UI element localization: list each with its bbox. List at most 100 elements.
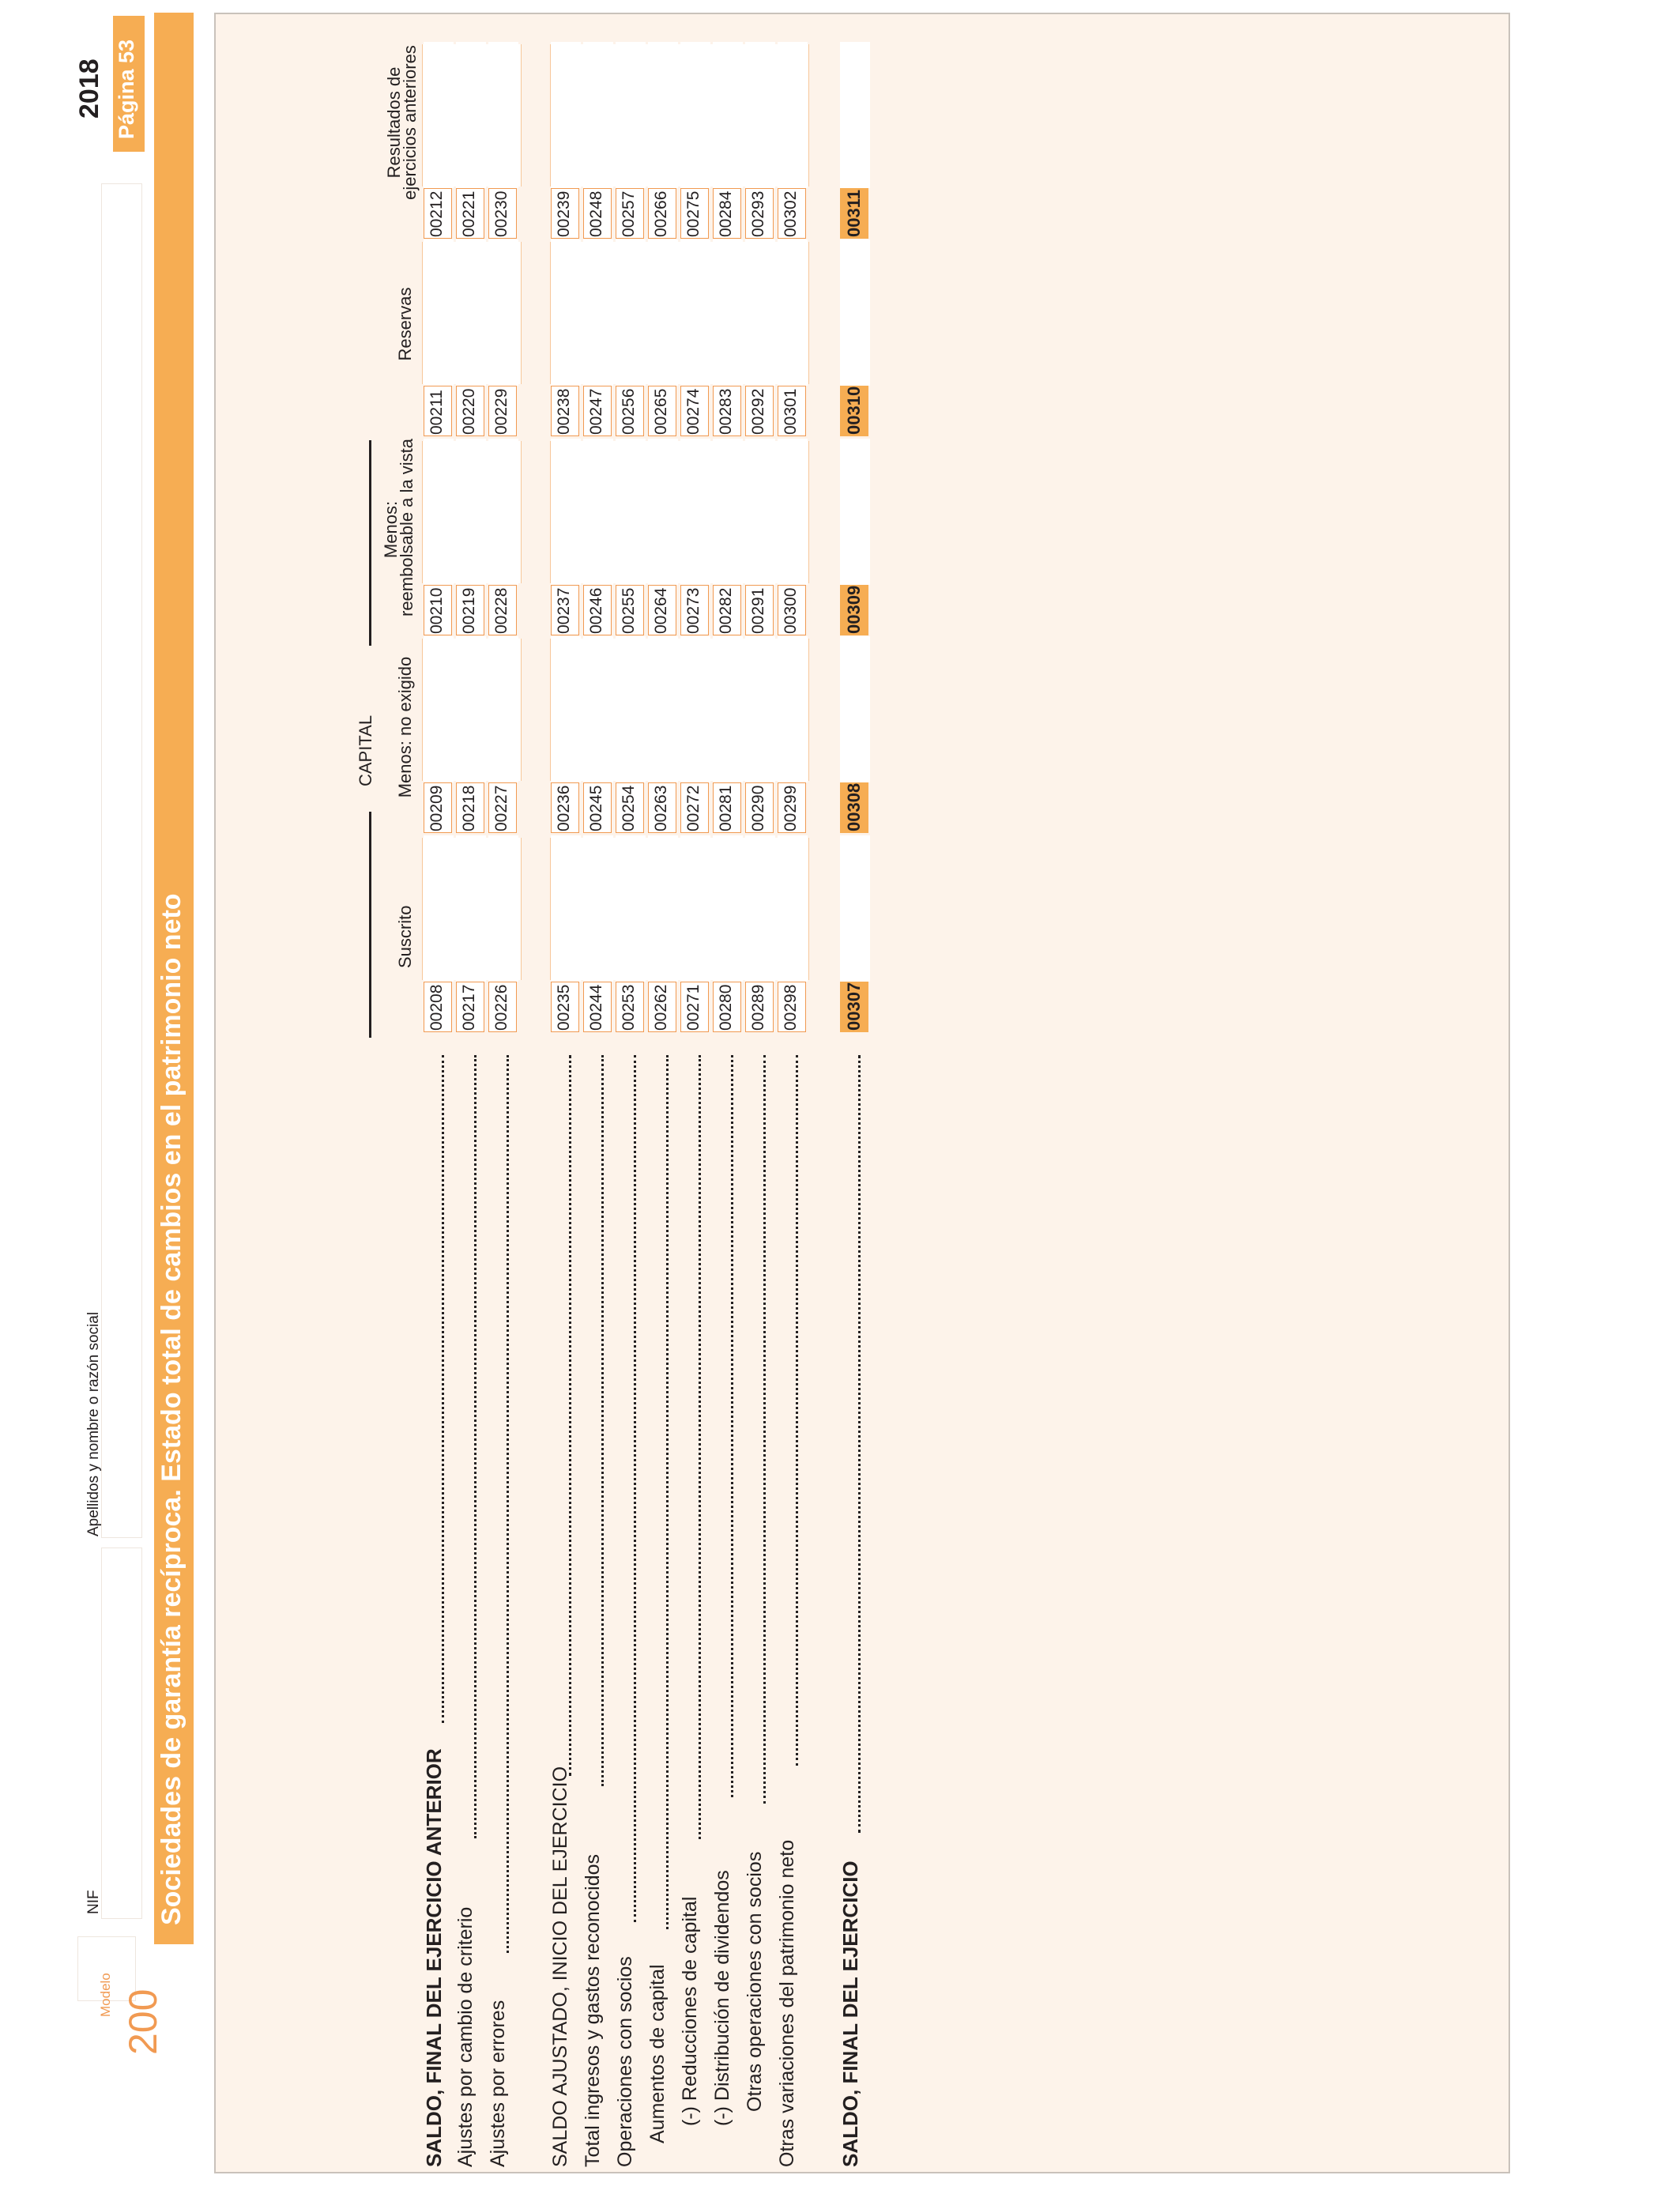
value-input[interactable] [648,42,678,188]
value-input[interactable] [616,42,646,188]
box-code [778,188,806,239]
value-input[interactable] [616,239,646,386]
year-label: 2018 [74,58,104,119]
value-input[interactable] [778,42,808,188]
box-code-label: 00272 [684,785,703,831]
value-input[interactable] [713,636,743,782]
value-input[interactable] [551,636,581,782]
dot-leader [763,1055,766,1804]
value-input[interactable] [713,42,743,188]
value-input[interactable] [456,42,486,188]
box-code-label: 00262 [652,984,670,1031]
row-label: (-) Reducciones de capital [679,1896,701,2126]
box-code [583,585,612,635]
value-input[interactable] [840,636,870,782]
value-input[interactable] [778,439,808,585]
header-capital: CAPITAL [356,714,375,786]
value-input[interactable] [840,239,870,386]
nif-input[interactable] [101,1547,142,1919]
box-code [424,982,452,1032]
value-input[interactable] [456,239,486,386]
value-input[interactable] [456,835,486,982]
box-code [424,782,452,833]
page-title: Sociedades de garantía recíproca. Estado… [156,893,186,1925]
dot-leader [601,1055,604,1786]
row-label: Total ingresos y gastos reconocidos [582,1853,604,2167]
value-input[interactable] [488,239,518,386]
box-code [713,585,741,635]
box-code [713,386,741,436]
value-input[interactable] [456,636,486,782]
value-input[interactable] [583,835,613,982]
header-suscrito: Suscrito [395,905,415,968]
value-input[interactable] [680,239,710,386]
value-input[interactable] [424,42,454,188]
value-input[interactable] [648,439,678,585]
value-input[interactable] [840,835,870,982]
box-code [456,386,484,436]
value-input[interactable] [713,835,743,982]
value-input[interactable] [680,439,710,585]
value-input[interactable] [680,42,710,188]
box-code [778,585,806,635]
value-input[interactable] [488,42,518,188]
value-input[interactable] [648,239,678,386]
value-input[interactable] [424,835,454,982]
row-label: Operaciones con socios [614,1956,636,2167]
value-input[interactable] [680,835,710,982]
value-input[interactable] [745,239,775,386]
value-input[interactable] [680,636,710,782]
value-input[interactable] [840,439,870,585]
box-code-label: 00308 [844,782,864,831]
value-input[interactable] [488,439,518,585]
value-input[interactable] [551,439,581,585]
value-input[interactable] [583,239,613,386]
value-input[interactable] [424,439,454,585]
value-input[interactable] [648,835,678,982]
value-input[interactable] [583,439,613,585]
value-input[interactable] [745,835,775,982]
value-input[interactable] [551,239,581,386]
row-label: Ajustes por cambio de criterio [454,1906,477,2167]
box-code-label: 00257 [620,190,638,237]
value-input[interactable] [745,439,775,585]
box-code-label: 00219 [460,587,478,634]
value-input[interactable] [551,42,581,188]
box-code-label: 00256 [620,388,638,435]
header-no-exigido: Menos: no exigido [395,656,415,798]
value-input[interactable] [778,636,808,782]
value-input[interactable] [713,439,743,585]
box-code [680,982,709,1032]
nif-label: NIF [85,1890,102,1914]
box-code [456,188,484,239]
box-code-label: 00230 [492,190,510,237]
value-input[interactable] [616,439,646,585]
dot-leader [858,1055,861,1833]
value-input[interactable] [840,42,870,188]
value-input[interactable] [583,636,613,782]
value-input[interactable] [745,42,775,188]
box-code-label: 00309 [844,585,864,634]
box-code-label: 00293 [749,190,767,237]
value-input[interactable] [424,636,454,782]
value-input[interactable] [778,835,808,982]
dot-leader [666,1055,669,1930]
value-input[interactable] [456,439,486,585]
value-input[interactable] [713,239,743,386]
value-input[interactable] [488,636,518,782]
box-code-label: 00209 [428,785,446,831]
value-input[interactable] [616,835,646,982]
row-label: Aumentos de capital [646,1964,669,2143]
value-input[interactable] [551,835,581,982]
value-input[interactable] [648,636,678,782]
box-code-label: 00236 [555,785,573,831]
box-code-label: 00254 [620,785,638,831]
value-input[interactable] [583,42,613,188]
box-code [616,782,644,833]
value-input[interactable] [488,835,518,982]
value-input[interactable] [778,239,808,386]
value-input[interactable] [616,636,646,782]
value-input[interactable] [745,636,775,782]
name-input[interactable] [101,183,142,1538]
value-input[interactable] [424,239,454,386]
